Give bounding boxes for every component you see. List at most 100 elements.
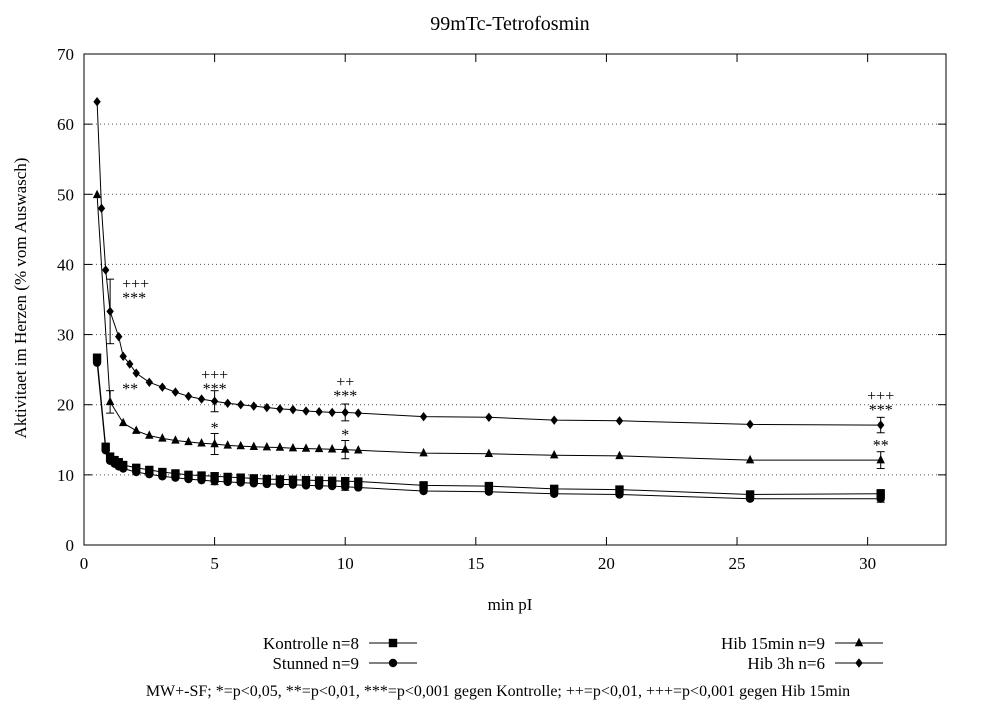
point-circle — [615, 490, 624, 499]
point-square — [354, 477, 363, 486]
point-square — [327, 476, 337, 486]
point-circle — [118, 464, 128, 473]
point-triangle — [354, 445, 363, 454]
significance-label: * — [211, 420, 219, 437]
point-square — [171, 469, 180, 478]
point-circle — [145, 469, 154, 479]
point-triangle — [184, 436, 193, 446]
x-tick-label: 5 — [210, 554, 219, 573]
chart-title: 99mTc-Tetrofosmin — [430, 13, 589, 35]
significance-label: ** — [873, 437, 889, 454]
point-square — [262, 474, 272, 484]
point-diamond — [197, 394, 206, 404]
point-diamond — [126, 359, 134, 369]
point-triangle — [301, 443, 311, 452]
point-circle — [388, 658, 398, 668]
significance-label: +++ — [201, 367, 228, 384]
point-square — [105, 452, 115, 461]
point-diamond — [237, 400, 245, 410]
legend-label: Kontrolle n=8 — [263, 634, 359, 653]
point-square — [288, 475, 298, 484]
point-diamond — [119, 351, 127, 362]
point-square — [210, 472, 219, 481]
point-triangle — [210, 438, 219, 448]
point-triangle — [549, 450, 559, 459]
point-square — [223, 472, 232, 482]
point-diamond — [101, 265, 110, 275]
legend-label: Hib 3h n=6 — [747, 654, 825, 673]
point-triangle — [876, 454, 885, 464]
point-diamond — [250, 401, 258, 411]
significance-label: ++ — [336, 374, 354, 391]
x-tick-label: 30 — [859, 554, 876, 573]
y-tick-label: 60 — [57, 115, 74, 134]
footnote: MW+-SF; *=p<0,05, **=p<0,01, ***=p<0,001… — [146, 683, 850, 700]
point-square — [236, 473, 245, 482]
point-square — [158, 467, 167, 477]
point-circle — [419, 486, 428, 496]
x-tick-label: 0 — [80, 554, 89, 573]
point-triangle — [854, 637, 864, 647]
point-triangle — [249, 441, 258, 450]
point-diamond — [158, 382, 167, 392]
point-diamond — [876, 420, 885, 430]
significance-label: *** — [869, 402, 893, 419]
point-circle — [327, 481, 337, 491]
point-square — [197, 471, 206, 480]
point-diamond — [289, 404, 297, 415]
significance-label: *** — [203, 381, 227, 398]
point-circle — [101, 446, 110, 455]
point-square — [876, 489, 885, 498]
point-circle — [249, 479, 258, 488]
point-circle — [92, 358, 102, 367]
legend-label: Stunned n=9 — [272, 654, 359, 673]
point-triangle — [223, 440, 232, 449]
point-square — [301, 475, 311, 485]
series-group — [92, 96, 885, 503]
y-tick-label: 0 — [66, 536, 75, 555]
point-diamond — [550, 415, 558, 425]
point-triangle — [615, 450, 624, 460]
legend-item: Stunned n=9 — [272, 654, 417, 673]
point-square — [184, 470, 193, 480]
x-tick-label: 25 — [729, 554, 746, 573]
point-square — [275, 475, 285, 484]
x-tick-label: 10 — [337, 554, 354, 573]
plot-frame — [83, 53, 947, 546]
point-diamond — [210, 396, 219, 406]
point-circle — [223, 477, 232, 487]
point-diamond — [263, 402, 271, 413]
series-circle — [92, 358, 885, 503]
legend-label: Hib 15min n=9 — [721, 634, 825, 653]
significance-label: *** — [122, 290, 146, 307]
point-diamond — [341, 407, 349, 418]
point-triangle — [419, 447, 428, 457]
point-diamond — [855, 658, 863, 668]
point-square — [419, 481, 428, 490]
point-circle — [876, 494, 885, 503]
point-square — [388, 638, 398, 648]
point-diamond — [223, 398, 232, 409]
significance-label: ** — [122, 381, 138, 398]
point-diamond — [615, 416, 624, 426]
x-axis-label: min pI — [488, 595, 533, 614]
point-diamond — [485, 412, 493, 423]
point-triangle — [132, 425, 141, 434]
point-diamond — [145, 377, 154, 387]
point-square — [114, 458, 123, 467]
point-circle — [262, 479, 272, 489]
significance-label: +++ — [122, 276, 149, 293]
significance-annotations: +++*****+++****++****+++***** — [122, 276, 894, 454]
point-circle — [132, 467, 141, 477]
point-triangle — [275, 442, 285, 451]
point-diamond — [328, 407, 336, 418]
point-triangle — [484, 448, 494, 458]
point-diamond — [302, 406, 310, 416]
point-circle — [184, 474, 193, 484]
y-axis-label: Aktivitaet im Herzen (% vom Auswasch) — [11, 158, 30, 439]
point-circle — [210, 476, 219, 486]
y-tick-label: 30 — [57, 326, 74, 345]
point-triangle — [105, 396, 115, 406]
point-square — [132, 463, 141, 473]
